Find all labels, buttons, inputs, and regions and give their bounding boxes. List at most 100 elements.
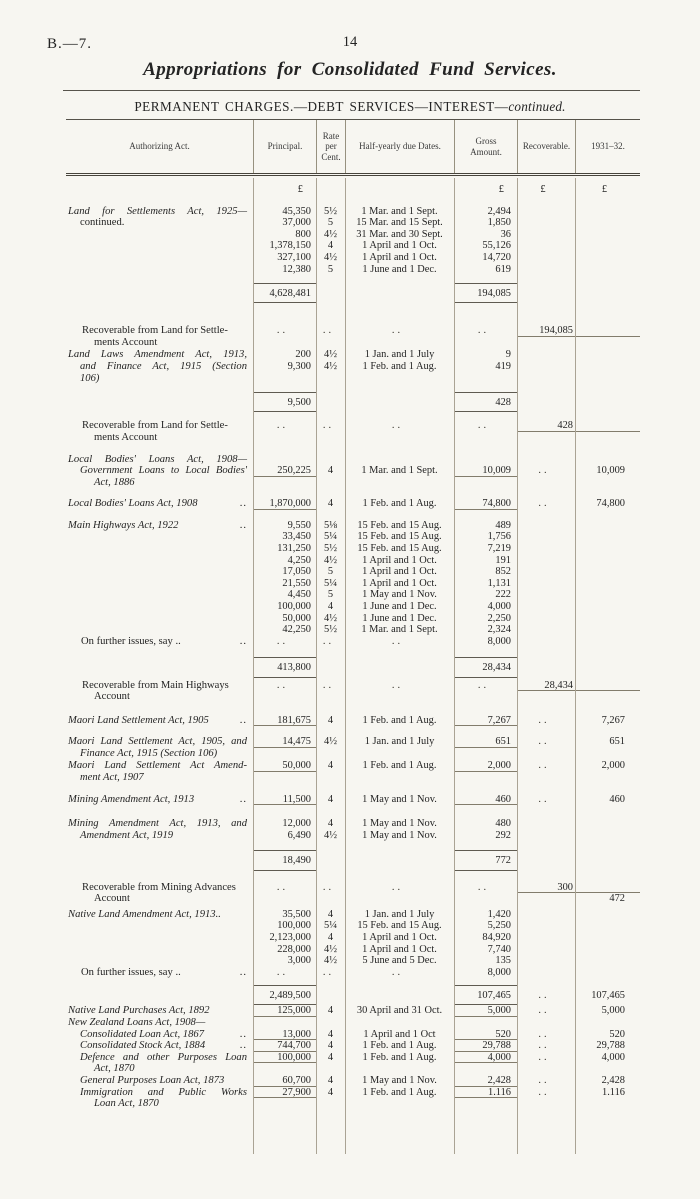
gross-amount: 2,324 (487, 624, 511, 636)
due-dates: 1 May and 1 Nov. (362, 1074, 437, 1086)
rate-value: 4½ (324, 349, 337, 361)
act-name: Defence and other Purposes Loan (80, 1051, 247, 1063)
gross-amount: 5,000 (454, 1005, 517, 1017)
due-dates: 15 Mar. and 15 Sept. (356, 217, 443, 229)
gross-amount: 4,000 (487, 601, 511, 613)
principal-value: 228,000 (277, 943, 311, 955)
principal-value: 100,000 (277, 601, 311, 613)
due-dates: 1 May and 1 Nov. (362, 829, 437, 841)
due-dates: 1 June and 1 Dec. (362, 612, 437, 624)
spacer-cell (454, 337, 517, 349)
table-line: continued. 37,000 5 15 Mar. and 15 Sept. 1,8… (66, 217, 640, 229)
spacer-cell (253, 432, 316, 444)
principal-value: 12,380 (282, 263, 311, 275)
spacer-cell (253, 691, 316, 703)
year-amount (575, 206, 640, 218)
spacer-cell (316, 392, 345, 412)
recoverable-value: .. (538, 760, 550, 772)
principal-value (253, 454, 316, 466)
spacer-cell (253, 337, 316, 349)
net-year-amount: 472 (609, 893, 625, 905)
recoverable-value (517, 818, 575, 830)
gross-amount: .. (477, 420, 490, 432)
act-cell (66, 944, 253, 956)
table-line: 9,500 428 (66, 392, 640, 413)
rate-value (316, 1017, 345, 1029)
principal-value: 17,050 (282, 566, 311, 578)
recoverable-value: .. (538, 714, 550, 726)
act-subnote: On further issues, say .... (81, 966, 247, 978)
recoverable-value (517, 830, 575, 842)
recoverable-value (517, 555, 575, 567)
year-amount: 74,800 (596, 498, 625, 510)
act-cell: Finance Act, 1915 (Section 106) (66, 748, 253, 760)
rate-value: 4 (327, 760, 334, 772)
gross-amount: 10,009 (454, 465, 517, 477)
gross-amount: 74,800 (454, 498, 517, 510)
table-line: 2,489,500 107,465.. 107,465 (66, 985, 640, 1006)
spacer-cell (66, 184, 253, 196)
dot-leader-icon: .. (239, 1028, 247, 1040)
section-act: Main Highways Act, 1922.. 9,550 5⅛ 15 Feb. … (66, 520, 640, 648)
recoverable-label: Account (66, 691, 253, 703)
due-dates: 1 June and 1 Dec. (362, 601, 437, 613)
table-line: ment Act, 1907 (66, 772, 640, 784)
gross-amount: 852 (495, 566, 511, 578)
table-line: 42,250 5½ 1 Mar. and 1 Sept. 2,324 (66, 624, 640, 636)
act-name: Local Bodies' Loans Act, 1908.. (68, 498, 247, 510)
recoverable-label: Account (66, 893, 253, 905)
due-dates (345, 477, 454, 489)
spacer-cell (316, 337, 345, 349)
column-header-recoverable: Recoverable. (517, 120, 575, 173)
spacer-cell (316, 985, 345, 1005)
year-amount: 7,267 (601, 714, 625, 726)
year-amount (575, 636, 640, 648)
table-line: 100,000 5¼ 15 Feb. and 15 Aug. 5,250 (66, 920, 640, 932)
recoverable-label: Recoverable from Land for Settle- (66, 420, 253, 432)
spacer-cell (345, 392, 454, 412)
rate-value: .. (322, 325, 335, 337)
act-name: ment Act, 1907 (80, 772, 144, 784)
due-dates: 1 April and 1 Oct. (362, 931, 437, 943)
gross-amount: 1,850 (487, 217, 511, 229)
table-line: 413,800 28,434 (66, 657, 640, 678)
recoverable-value: 194,085 (517, 325, 575, 337)
year-amount (575, 566, 640, 578)
due-dates: 1 April and 1 Oct (363, 1028, 436, 1040)
act-cell: General Purposes Loan Act, 1873 (66, 1075, 253, 1087)
section-recoverable: Recoverable from Main Highways........ 28… (66, 680, 640, 703)
rate-value: 4 (327, 498, 334, 510)
column-rule (253, 178, 254, 1154)
year-amount (575, 1063, 640, 1075)
spacer-cell (316, 893, 345, 905)
spacer-cell (316, 432, 345, 444)
spacer-cell (345, 337, 454, 349)
table-body: £ £ £ £ Land for Settlements Act, 1925— 45,35… (66, 178, 640, 1154)
rate-value: .. (322, 881, 335, 893)
section-recoverable: Recoverable from Mining Advances........… (66, 882, 640, 905)
column-header-authorizing-act: Authorizing Act. (129, 141, 190, 152)
rate-value: .. (322, 635, 335, 647)
rate-value: 4½ (324, 736, 337, 748)
recoverable-value: .. (538, 1028, 550, 1040)
spacer-cell (316, 184, 345, 196)
table-line: 228,000 4½ 1 April and 1 Oct. 7,740 (66, 944, 640, 956)
table-line: General Purposes Loan Act, 1873 60,700 4 1 … (66, 1075, 640, 1087)
rate-value: 4 (327, 714, 334, 726)
recoverable-label: ments Account (66, 432, 253, 444)
act-name: Land for Settlements Act, 1925— (68, 205, 247, 217)
act-name: Maori Land Settlement Act, 1905.. (68, 714, 247, 726)
column-rule (345, 178, 346, 1154)
act-name: Loan Act, 1870 (94, 1098, 159, 1110)
rate-value (316, 454, 345, 466)
act-name: Land Laws Amendment Act, 1913, (68, 349, 247, 361)
rate-value (316, 772, 345, 784)
dot-leader-icon: .. (239, 498, 247, 510)
rate-value (316, 373, 345, 385)
column-rule (454, 178, 455, 1154)
act-cell: Maori Land Settlement Act, 1905.. (66, 715, 253, 727)
year-amount (575, 748, 640, 760)
act-cell (66, 601, 253, 613)
total-principal: 2,489,500 (253, 985, 316, 1006)
recoverable-value (517, 373, 575, 385)
